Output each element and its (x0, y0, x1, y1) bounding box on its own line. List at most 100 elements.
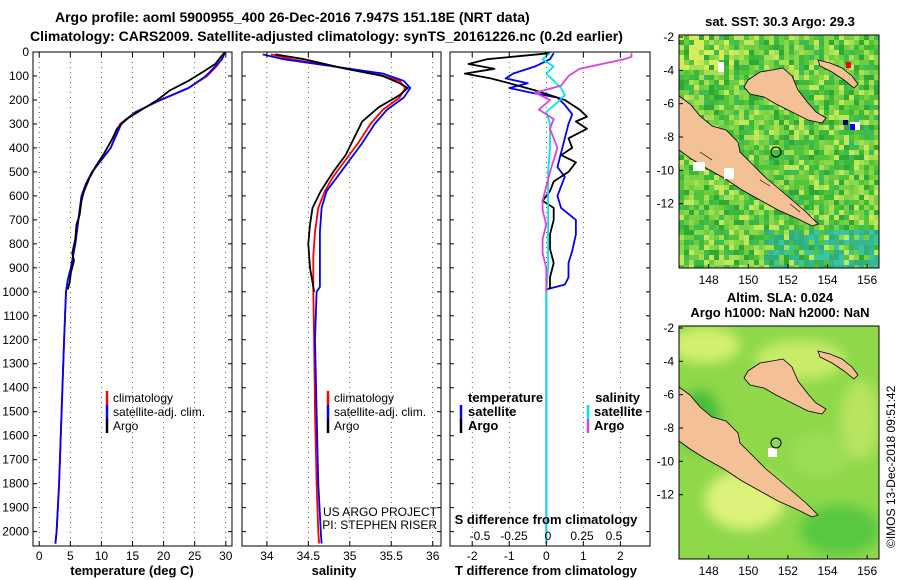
sst-missing-patch (718, 62, 724, 72)
depth-tick-label: 300 (9, 117, 29, 131)
depth-tick-label: 1000 (2, 285, 29, 299)
x-tick-label: 0 (543, 549, 550, 563)
difference-depth-ticks (450, 51, 650, 533)
difference-series (463, 52, 633, 544)
sst-map-panel: sat. SST: 30.3 Argo: 29.3 148 150 152 154 15… (657, 14, 880, 287)
sla-missing-patch (768, 448, 777, 457)
legend-argo-label: Argo (113, 419, 139, 433)
imos-credit: ©IMOS 13-Dec-2018 09:51:42 (884, 385, 898, 548)
sla-map-frame (678, 325, 880, 560)
series-line-t-satellite (504, 52, 577, 544)
map-lon-label: 152 (778, 273, 798, 287)
s-tick-label: -0.5 (470, 529, 491, 543)
depth-tick-label: 1400 (2, 381, 29, 395)
salinity-plot-frame (241, 51, 442, 547)
series-line-satellite-adj-clim- (54, 52, 227, 544)
new-ireland-island (817, 59, 859, 89)
map-lon-label: 154 (817, 273, 837, 287)
map-lon-label: 156 (857, 273, 877, 287)
sst-map-frame (678, 34, 880, 269)
depth-axis: 0 100 200 300 400 500 600 700 800 900 1000 1100 1200… (2, 45, 232, 539)
map-lon-label: 148 (699, 564, 719, 578)
header-line-2: Climatology: CARS2009. Satellite-adjuste… (30, 28, 623, 44)
difference-x-axis: -2 -1 0 1 2 (467, 52, 624, 563)
depth-tick-label: 400 (9, 141, 29, 155)
s-difference-tick-labels: -0.5 -0.25 0 0.25 0.5 (470, 529, 623, 543)
difference-legend: temperature satellite Argo salinity sate… (459, 390, 642, 433)
new-britain-island (743, 358, 827, 415)
salinity-x-axis: 34 34.5 35 35.5 36 (260, 52, 440, 563)
sst-missing-patch (693, 162, 705, 171)
temperature-legend: climatology satellite-adj. clim. Argo (105, 391, 205, 433)
sst-hot-pixel (846, 62, 851, 68)
map-lon-label: 156 (857, 564, 877, 578)
new-guinea-mainland (679, 386, 819, 518)
series-line-argo (66, 52, 226, 290)
depth-tick-label: 500 (9, 165, 29, 179)
difference-axis-label: T difference from climatology (455, 563, 638, 578)
map-lat-label: -4 (663, 63, 674, 77)
temperature-series (54, 52, 227, 544)
temperature-panel: 0100200300400500600700800900100011001200… (2, 45, 232, 578)
legend-s-argo-label: Argo (594, 418, 624, 433)
map-lat-label: -6 (663, 388, 674, 402)
x-tick-label: 2 (617, 549, 624, 563)
new-britain-island (743, 67, 827, 124)
depth-tick-label: 700 (9, 213, 29, 227)
legend-climatology-label: climatology (113, 391, 173, 405)
legend-s-satellite-label: satellite (594, 404, 642, 419)
sst-map-axes: 148 150 152 154 156 -2 -4 -6 -8 -10 -12 (657, 30, 878, 287)
s-tick-label: 0.25 (570, 529, 594, 543)
legend-t-argo-label: Argo (468, 418, 498, 433)
map-lat-label: -12 (657, 488, 675, 502)
map-lon-label: 154 (817, 564, 837, 578)
x-tick-label: 1 (580, 549, 587, 563)
map-lon-label: 148 (699, 273, 719, 287)
series-line-satellite-adj-clim- (262, 53, 412, 544)
map-lat-label: -2 (663, 321, 674, 335)
legend-argo-label: Argo (334, 419, 360, 433)
depth-tick-label: 1700 (2, 453, 29, 467)
map-lat-label: -12 (657, 197, 675, 211)
x-tick-label: 34.5 (297, 549, 321, 563)
salinity-legend: climatology satellite-adj. clim. Argo (326, 391, 426, 433)
temperature-x-axis: 0 5 10 15 20 25 30 (36, 52, 233, 563)
sla-map-subtitle: Argo h1000: NaN h2000: NaN (690, 305, 869, 320)
x-tick-label: 20 (157, 549, 171, 563)
pi-credit: PI: STEPHEN RISER (322, 518, 437, 532)
depth-tick-label: 1500 (2, 405, 29, 419)
series-line-t-argo (463, 52, 588, 290)
map-lon-label: 152 (778, 564, 798, 578)
sla-map-axes: 148 150 152 154 156 -2 -4 -6 -8 -10 -12 (657, 321, 878, 578)
x-tick-label: 34 (260, 549, 274, 563)
new-ireland-island (817, 350, 859, 380)
map-lat-label: -10 (657, 454, 675, 468)
legend-satellite-label: satellite-adj. clim. (334, 405, 426, 419)
difference-panel: -2 -1 0 1 2 T difference from climatology S … (449, 51, 651, 578)
salinity-axis-label: salinity (312, 563, 358, 578)
sst-cold-pixel (850, 124, 855, 130)
s-tick-label: 0 (545, 529, 552, 543)
series-line-argo (275, 53, 409, 292)
legend-satellite-label: satellite-adj. clim. (113, 405, 205, 419)
new-guinea-mainland (679, 95, 819, 227)
map-lat-label: -8 (663, 130, 674, 144)
x-tick-label: 25 (188, 549, 202, 563)
depth-tick-label: 1300 (2, 357, 29, 371)
sla-map-title: Altim. SLA: 0.024 (727, 290, 834, 305)
argo-position-marker (770, 146, 782, 158)
series-line-s-argo (534, 53, 633, 292)
depth-tick-label: 1900 (2, 501, 29, 515)
series-line-s-satellite (541, 52, 566, 544)
salinity-panel: 34 34.5 35 35.5 36 salinity climatology sate… (241, 51, 442, 578)
coastline-detail (699, 151, 801, 213)
depth-tick-label: 100 (9, 69, 29, 83)
map-lat-label: -8 (663, 421, 674, 435)
sla-map (679, 326, 879, 559)
map-lon-label: 150 (738, 564, 758, 578)
temperature-axis-label: temperature (deg C) (70, 563, 194, 578)
legend-t-satellite-label: satellite (468, 404, 516, 419)
project-credit: US ARGO PROJECT (323, 505, 438, 519)
sla-map-panel: Altim. SLA: 0.024 Argo h1000: NaN h2000:… (657, 290, 880, 578)
